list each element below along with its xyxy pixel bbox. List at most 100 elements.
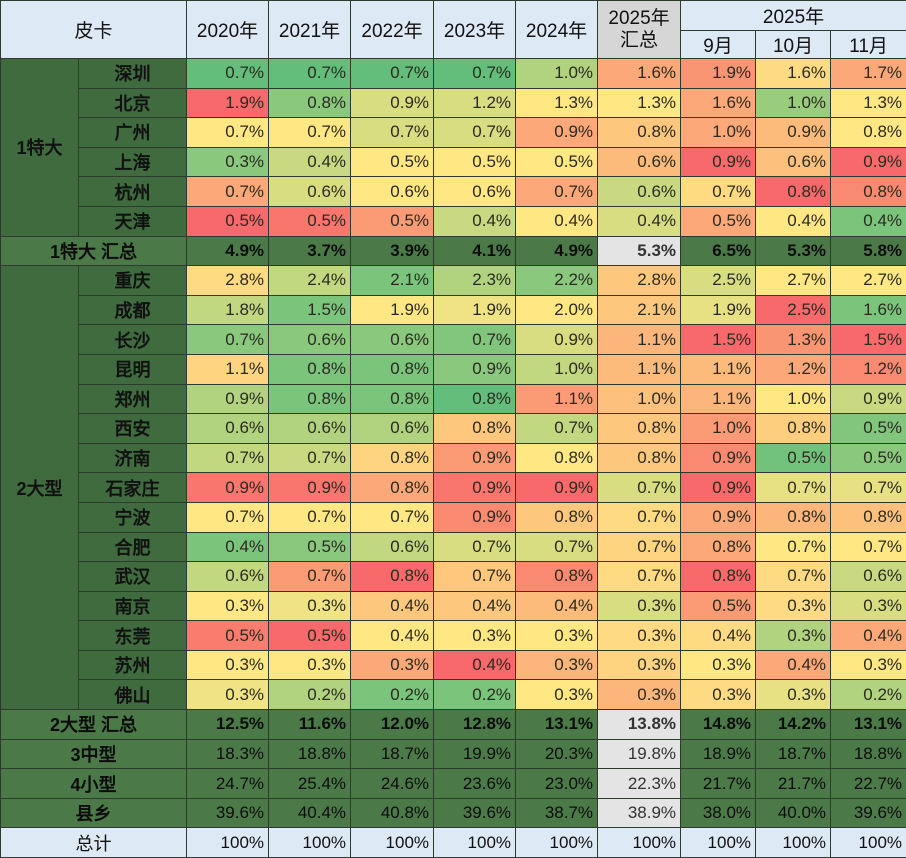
heat-cell: 1.1% [187,354,269,384]
city-label: 长沙 [79,325,187,355]
heat-cell: 0.7% [681,177,756,207]
city-label: 苏州 [79,650,187,680]
heat-cell: 1.9% [434,295,516,325]
heat-cell: 2.5% [756,295,831,325]
heat-cell: 0.9% [434,473,516,503]
heat-cell: 0.8% [351,384,434,414]
year-header: 2024年 [516,1,598,59]
heat-cell: 0.5% [756,443,831,473]
segment-cell: 18.8% [831,739,906,769]
heat-cell: 1.1% [598,325,681,355]
heat-cell: 2.0% [516,295,598,325]
group-label: 1特大 [1,59,79,237]
heat-cell: 1.9% [351,295,434,325]
heat-cell: 0.2% [434,680,516,710]
heat-cell: 0.7% [187,177,269,207]
heat-cell: 0.4% [434,650,516,680]
heat-cell: 1.5% [681,325,756,355]
heat-cell: 2.8% [187,266,269,296]
heat-cell: 1.2% [434,88,516,118]
heat-cell: 0.9% [681,502,756,532]
heat-cell: 0.8% [269,354,351,384]
heat-cell: 0.3% [187,680,269,710]
heat-cell: 0.9% [516,325,598,355]
heat-cell: 0.8% [434,414,516,444]
heat-cell: 0.8% [756,177,831,207]
heat-cell: 0.8% [516,502,598,532]
heat-cell: 0.6% [598,147,681,177]
heat-cell: 0.4% [756,206,831,236]
heat-cell: 0.3% [187,650,269,680]
heat-cell: 0.8% [351,354,434,384]
heat-cell: 0.7% [598,562,681,592]
heat-cell: 0.2% [831,680,906,710]
heat-cell: 0.8% [681,532,756,562]
heat-cell: 0.4% [269,147,351,177]
segment-label: 县乡 [1,798,187,828]
heat-cell: 0.5% [351,206,434,236]
heat-cell: 0.5% [269,206,351,236]
segment-cell: 18.9% [681,739,756,769]
heat-cell: 0.8% [351,562,434,592]
segment-cell: 39.6% [187,798,269,828]
heat-cell: 1.0% [516,59,598,89]
heat-cell: 1.6% [831,295,906,325]
heat-cell: 0.9% [434,443,516,473]
city-label: 郑州 [79,384,187,414]
heat-cell: 1.1% [516,384,598,414]
heat-cell: 0.5% [831,443,906,473]
heat-cell: 1.3% [831,88,906,118]
heat-cell: 0.4% [756,650,831,680]
heat-cell: 0.7% [831,473,906,503]
summary-label: 2大型 汇总 [1,710,187,740]
heat-cell: 0.6% [598,177,681,207]
heat-cell: 1.7% [831,59,906,89]
heat-cell: 0.8% [831,118,906,148]
heat-cell: 0.4% [516,206,598,236]
heat-cell: 0.9% [351,88,434,118]
heat-cell: 0.5% [681,591,756,621]
total-cell: 100% [598,828,681,858]
heat-cell: 0.7% [187,118,269,148]
heat-cell: 0.3% [434,621,516,651]
heat-cell: 0.7% [756,473,831,503]
heat-cell: 0.7% [516,414,598,444]
heat-cell: 1.9% [681,59,756,89]
year-header: 2020年 [187,1,269,59]
heat-cell: 1.5% [831,325,906,355]
heat-cell: 0.4% [351,591,434,621]
heat-cell: 0.3% [187,147,269,177]
heat-cell: 0.3% [831,591,906,621]
city-label: 广州 [79,118,187,148]
city-label: 重庆 [79,266,187,296]
segment-cell: 39.6% [434,798,516,828]
total-label: 总计 [1,828,187,858]
city-label: 昆明 [79,354,187,384]
heat-cell: 0.4% [681,621,756,651]
year-header: 2021年 [269,1,351,59]
summary-cell: 5.3% [756,236,831,266]
city-label: 西安 [79,414,187,444]
heat-cell: 0.7% [187,502,269,532]
heat-cell: 0.8% [434,384,516,414]
heat-cell: 1.9% [681,295,756,325]
summary-cell: 3.7% [269,236,351,266]
segment-cell: 23.0% [516,769,598,799]
heat-cell: 0.7% [598,532,681,562]
segment-cell: 18.3% [187,739,269,769]
heat-cell: 0.9% [434,354,516,384]
city-label: 石家庄 [79,473,187,503]
city-label: 北京 [79,88,187,118]
heat-cell: 0.3% [351,650,434,680]
heat-cell: 0.3% [516,680,598,710]
city-label: 天津 [79,206,187,236]
heat-cell: 0.7% [351,502,434,532]
segment-cell: 39.6% [831,798,906,828]
